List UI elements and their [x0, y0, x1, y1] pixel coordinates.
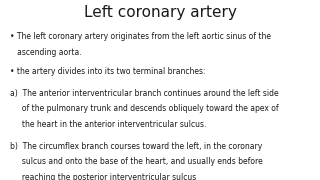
Text: a)  The anterior interventricular branch continues around the left side: a) The anterior interventricular branch …: [10, 89, 278, 98]
Text: Left coronary artery: Left coronary artery: [84, 5, 236, 20]
Text: • the artery divides into its two terminal branches:: • the artery divides into its two termin…: [10, 67, 205, 76]
Text: reaching the posterior interventricular sulcus: reaching the posterior interventricular …: [10, 173, 196, 180]
Text: b)  The circumflex branch courses toward the left, in the coronary: b) The circumflex branch courses toward …: [10, 142, 262, 151]
Text: • The left coronary artery originates from the left aortic sinus of the: • The left coronary artery originates fr…: [10, 32, 271, 41]
Text: of the pulmonary trunk and descends obliquely toward the apex of: of the pulmonary trunk and descends obli…: [10, 104, 278, 113]
Text: the heart in the anterior interventricular sulcus.: the heart in the anterior interventricul…: [10, 120, 206, 129]
Text: sulcus and onto the base of the heart, and usually ends before: sulcus and onto the base of the heart, a…: [10, 158, 262, 166]
Text: ascending aorta.: ascending aorta.: [10, 48, 81, 57]
